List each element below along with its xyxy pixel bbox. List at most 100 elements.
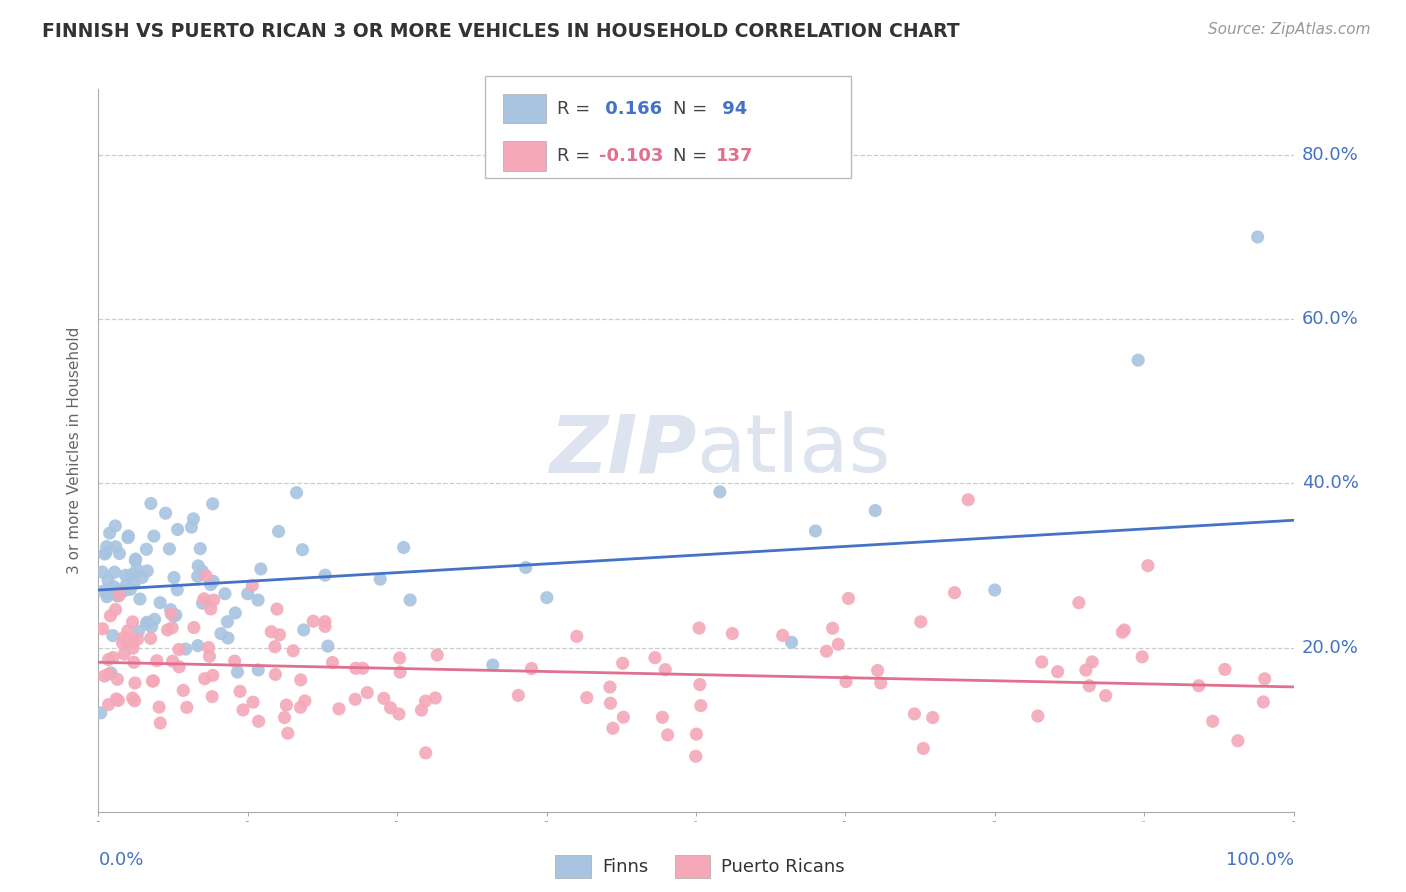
Text: atlas: atlas: [696, 411, 890, 490]
Point: [1081, 655, 1104, 669]
Point: [380, 701, 402, 715]
Point: [1026, 709, 1049, 723]
Point: [356, 685, 378, 699]
Point: [276, 698, 298, 712]
Point: [1253, 695, 1275, 709]
Point: [93, 669, 115, 683]
Point: [174, 642, 197, 657]
Point: [426, 648, 449, 662]
Point: [197, 640, 219, 655]
Point: [425, 691, 447, 706]
Text: N =: N =: [673, 100, 713, 118]
Point: [183, 512, 205, 526]
Point: [575, 690, 598, 705]
Point: [93, 547, 115, 561]
Point: [224, 654, 246, 668]
Point: [98, 526, 121, 541]
Point: [599, 680, 621, 694]
Point: [114, 568, 136, 582]
Point: [117, 636, 139, 650]
Point: [264, 667, 287, 681]
Point: [121, 567, 143, 582]
Point: [105, 692, 128, 706]
Point: [201, 497, 224, 511]
Y-axis label: 3 or more Vehicles in Household: 3 or more Vehicles in Household: [67, 326, 83, 574]
Point: [250, 562, 273, 576]
Point: [536, 591, 558, 605]
Point: [117, 531, 139, 545]
Point: [654, 663, 676, 677]
Point: [122, 577, 145, 591]
Point: [657, 728, 679, 742]
Point: [1046, 665, 1069, 679]
Point: [1031, 655, 1053, 669]
Point: [482, 658, 505, 673]
Point: [131, 570, 153, 584]
Point: [104, 565, 127, 579]
Point: [910, 615, 932, 629]
Text: 40.0%: 40.0%: [1302, 475, 1358, 492]
Point: [1130, 649, 1153, 664]
Point: [117, 624, 139, 638]
Point: [108, 547, 131, 561]
Point: [121, 615, 143, 629]
Point: [112, 583, 135, 598]
Point: [200, 602, 222, 616]
Point: [869, 676, 891, 690]
Point: [121, 691, 143, 706]
Point: [191, 564, 214, 578]
Point: [321, 656, 343, 670]
Point: [202, 574, 225, 589]
Point: [198, 649, 221, 664]
Point: [602, 721, 624, 735]
Point: [97, 698, 120, 712]
Point: [835, 674, 858, 689]
Point: [294, 694, 316, 708]
Point: [157, 541, 180, 556]
Point: [163, 570, 186, 584]
Point: [912, 741, 935, 756]
Point: [269, 628, 291, 642]
Point: [104, 602, 127, 616]
Point: [191, 596, 214, 610]
Point: [285, 485, 308, 500]
Point: [160, 607, 183, 621]
Point: [209, 626, 232, 640]
Point: [344, 661, 367, 675]
Point: [112, 631, 135, 645]
Point: [217, 615, 239, 629]
Text: 0.166: 0.166: [599, 100, 662, 118]
Point: [247, 593, 270, 607]
Point: [314, 619, 336, 633]
Point: [120, 582, 142, 597]
Point: [97, 652, 120, 666]
Point: [142, 673, 165, 688]
Point: [101, 629, 124, 643]
Point: [100, 665, 122, 680]
Point: [247, 714, 270, 729]
Point: [105, 673, 128, 687]
Point: [91, 565, 114, 579]
Point: [388, 651, 411, 665]
Point: [117, 529, 139, 543]
Point: [224, 606, 246, 620]
Point: [302, 614, 325, 628]
Point: [143, 612, 166, 626]
Point: [415, 694, 437, 708]
Point: [103, 585, 125, 599]
Point: [115, 578, 138, 592]
Point: [242, 695, 264, 709]
Point: [415, 746, 437, 760]
Point: [957, 492, 980, 507]
Point: [232, 703, 254, 717]
Point: [167, 660, 190, 674]
Text: 20.0%: 20.0%: [1302, 639, 1358, 657]
Text: 80.0%: 80.0%: [1302, 146, 1358, 164]
Point: [837, 591, 859, 606]
Point: [129, 592, 152, 607]
Point: [93, 584, 115, 599]
Point: [565, 629, 588, 643]
Point: [176, 700, 198, 714]
Point: [1067, 596, 1090, 610]
Point: [135, 542, 157, 557]
